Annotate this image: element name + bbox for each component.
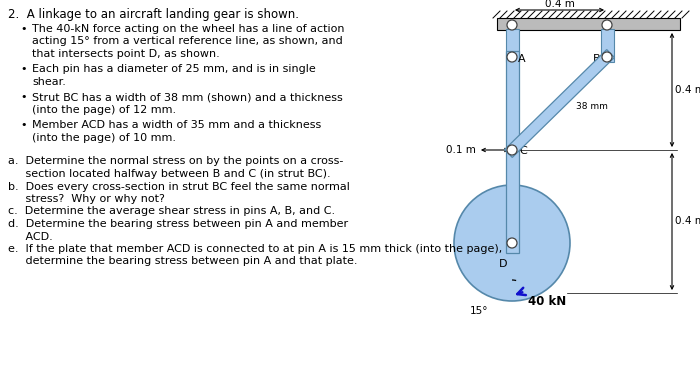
Text: (into the page) of 12 mm.: (into the page) of 12 mm. — [32, 105, 176, 115]
Text: 38 mm: 38 mm — [575, 102, 608, 111]
Text: determine the bearing stress between pin A and that plate.: determine the bearing stress between pin… — [8, 256, 358, 266]
Text: 0.1 m: 0.1 m — [446, 145, 476, 155]
Text: c.  Determine the average shear stress in pins A, B, and C.: c. Determine the average shear stress in… — [8, 207, 335, 217]
Text: D: D — [498, 259, 507, 269]
Text: e.  If the plate that member ACD is connected to at pin A is 15 mm thick (into t: e. If the plate that member ACD is conne… — [8, 244, 503, 254]
Text: •: • — [20, 24, 27, 34]
Circle shape — [507, 238, 517, 248]
Text: Strut BC has a width of 38 mm (shown) and a thickness: Strut BC has a width of 38 mm (shown) an… — [32, 92, 343, 102]
Text: shear.: shear. — [32, 77, 66, 87]
Text: d.  Determine the bearing stress between pin A and member: d. Determine the bearing stress between … — [8, 219, 348, 229]
Circle shape — [507, 52, 517, 62]
Bar — [497, 18, 680, 30]
Text: B: B — [594, 54, 601, 64]
Text: 40 kN: 40 kN — [528, 295, 566, 308]
Circle shape — [602, 52, 612, 62]
Circle shape — [602, 20, 612, 30]
Text: (into the page) of 10 mm.: (into the page) of 10 mm. — [32, 133, 176, 143]
Text: Each pin has a diameter of 25 mm, and is in single: Each pin has a diameter of 25 mm, and is… — [32, 65, 316, 75]
Circle shape — [454, 185, 570, 301]
Text: acting 15° from a vertical reference line, as shown, and: acting 15° from a vertical reference lin… — [32, 36, 343, 46]
Polygon shape — [505, 50, 615, 157]
Text: ACD.: ACD. — [8, 232, 52, 242]
Text: The 40-kN force acting on the wheel has a line of action: The 40-kN force acting on the wheel has … — [32, 24, 344, 34]
Text: •: • — [20, 92, 27, 102]
Text: section located halfway between B and C (in strut BC).: section located halfway between B and C … — [8, 169, 330, 179]
Bar — [601, 29, 614, 62]
Text: Member ACD has a width of 35 mm and a thickness: Member ACD has a width of 35 mm and a th… — [32, 121, 321, 131]
Text: •: • — [20, 65, 27, 75]
Text: b.  Does every cross-section in strut BC feel the same normal: b. Does every cross-section in strut BC … — [8, 181, 350, 191]
Text: 15°: 15° — [470, 306, 489, 316]
Circle shape — [507, 20, 517, 30]
Circle shape — [507, 145, 517, 155]
Text: 0.4 m: 0.4 m — [545, 0, 575, 9]
Bar — [506, 29, 519, 62]
Text: 2.  A linkage to an aircraft landing gear is shown.: 2. A linkage to an aircraft landing gear… — [8, 8, 299, 21]
Text: that intersects point D, as shown.: that intersects point D, as shown. — [32, 49, 220, 59]
Text: stress?  Why or why not?: stress? Why or why not? — [8, 194, 165, 204]
Text: a.  Determine the normal stress on by the points on a cross-: a. Determine the normal stress on by the… — [8, 157, 344, 167]
Text: A: A — [518, 54, 526, 64]
Text: 0.4 m: 0.4 m — [675, 217, 700, 227]
Text: 0.4 m: 0.4 m — [675, 85, 700, 95]
Text: C: C — [519, 146, 526, 156]
Bar — [506, 51, 519, 253]
Text: •: • — [20, 121, 27, 131]
